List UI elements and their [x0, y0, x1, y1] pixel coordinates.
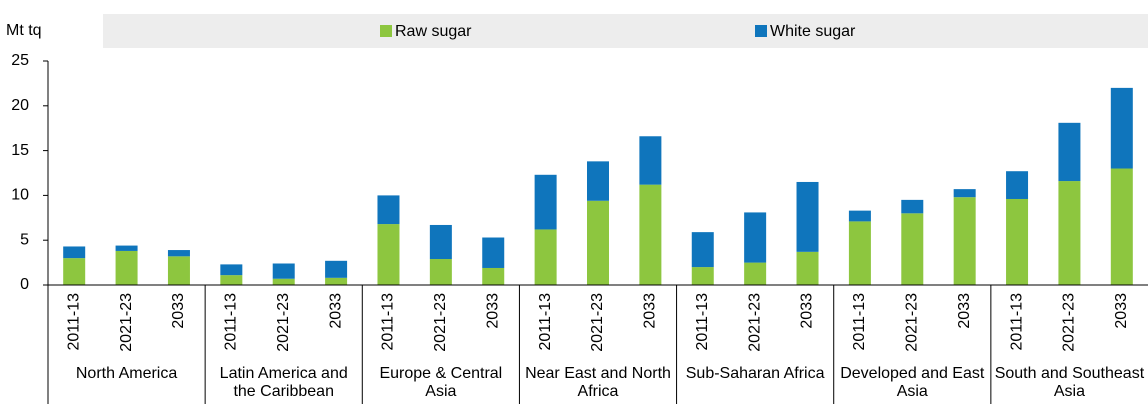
x-tick-label: 2011-13: [65, 293, 82, 351]
bar-segment: [953, 197, 976, 285]
bar-segment: [901, 199, 924, 214]
x-tick-label: 2033: [170, 293, 187, 329]
x-tick-label: 2033: [642, 293, 659, 329]
bar-segment: [325, 277, 348, 285]
bar-segment: [272, 263, 295, 279]
bar-segment: [377, 224, 400, 285]
bar-segment: [587, 200, 609, 285]
x-tick-label: 2033: [956, 293, 973, 329]
bar-segment: [796, 181, 819, 252]
y-tick-label: 5: [20, 231, 29, 248]
x-tick-label: 2021-23: [118, 293, 135, 352]
bar-segment: [429, 224, 452, 260]
group-label: Near East and North Africa: [525, 365, 671, 400]
bar-segment: [639, 136, 662, 185]
y-tick-label: 15: [11, 142, 29, 159]
group-label: Sub-Saharan Africa: [685, 365, 825, 382]
x-tick-label: 2033: [799, 293, 816, 329]
group-label: Developed and East Asia: [840, 365, 985, 400]
bar-segment: [482, 237, 505, 268]
x-tick-label: 2033: [484, 293, 501, 329]
bar-segment: [901, 213, 924, 285]
x-tick-label: 2011-13: [223, 293, 240, 351]
x-tick-label: 2011-13: [537, 293, 554, 351]
bar-segment: [115, 245, 138, 251]
bar-segment: [953, 189, 976, 198]
x-tick-label: 2033: [327, 293, 344, 329]
bar-segment: [63, 246, 86, 259]
bar-segment: [220, 275, 243, 285]
bar-segment: [377, 195, 400, 225]
bar-segment: [115, 250, 138, 285]
x-tick-label: 2011-13: [380, 293, 397, 351]
x-tick-label: 2033: [1113, 293, 1130, 329]
bar-segment: [534, 174, 557, 230]
y-tick-label: 0: [20, 276, 29, 293]
y-tick-label: 25: [11, 52, 29, 69]
y-axis-label: Mt tq: [6, 22, 42, 39]
legend-swatch: [755, 25, 767, 37]
x-tick-label: 2021-23: [1061, 293, 1078, 352]
bar-segment: [1110, 168, 1133, 285]
bar-segment: [587, 161, 609, 201]
x-tick-label: 2021-23: [904, 293, 921, 352]
bar-segment: [534, 229, 557, 285]
group-label: Europe & Central Asia: [379, 365, 503, 400]
bar-segment: [744, 262, 767, 285]
y-tick-label: 10: [11, 187, 29, 204]
group-label: North America: [75, 365, 178, 382]
bar-segment: [167, 250, 190, 257]
bar-segment: [848, 210, 871, 222]
bar-segment: [1006, 198, 1029, 285]
legend-label: Raw sugar: [395, 23, 472, 40]
x-tick-label: 2021-23: [589, 293, 606, 352]
y-tick-label: 20: [11, 97, 29, 114]
bar-segment: [796, 251, 819, 285]
legend-background: [103, 14, 1148, 48]
legend-swatch: [380, 25, 392, 37]
bar-segment: [63, 258, 86, 285]
bar-segment: [325, 260, 348, 278]
bar-segment: [429, 259, 452, 285]
bar-segment: [1058, 122, 1081, 182]
x-tick-label: 2021-23: [432, 293, 449, 352]
bar-segment: [1058, 181, 1081, 285]
legend-label: White sugar: [770, 23, 856, 40]
bar-segment: [167, 256, 190, 285]
bar-segment: [1110, 87, 1133, 169]
bar-segment: [220, 264, 243, 276]
x-tick-label: 2011-13: [694, 293, 711, 351]
x-tick-label: 2021-23: [746, 293, 763, 352]
bar-segment: [744, 212, 767, 263]
bar-segment: [272, 278, 295, 285]
bar-segment: [1006, 171, 1029, 199]
bar-segment: [691, 267, 714, 285]
group-label: Latin America and the Caribbean: [219, 365, 348, 400]
bar-segment: [482, 267, 505, 285]
bar-segment: [691, 232, 714, 268]
bar-segment: [848, 221, 871, 285]
x-tick-label: 2011-13: [1008, 293, 1025, 351]
bar-segment: [639, 184, 662, 285]
x-tick-label: 2011-13: [851, 293, 868, 351]
group-label: South and Southeast Asia: [994, 365, 1145, 400]
x-tick-label: 2021-23: [275, 293, 292, 352]
